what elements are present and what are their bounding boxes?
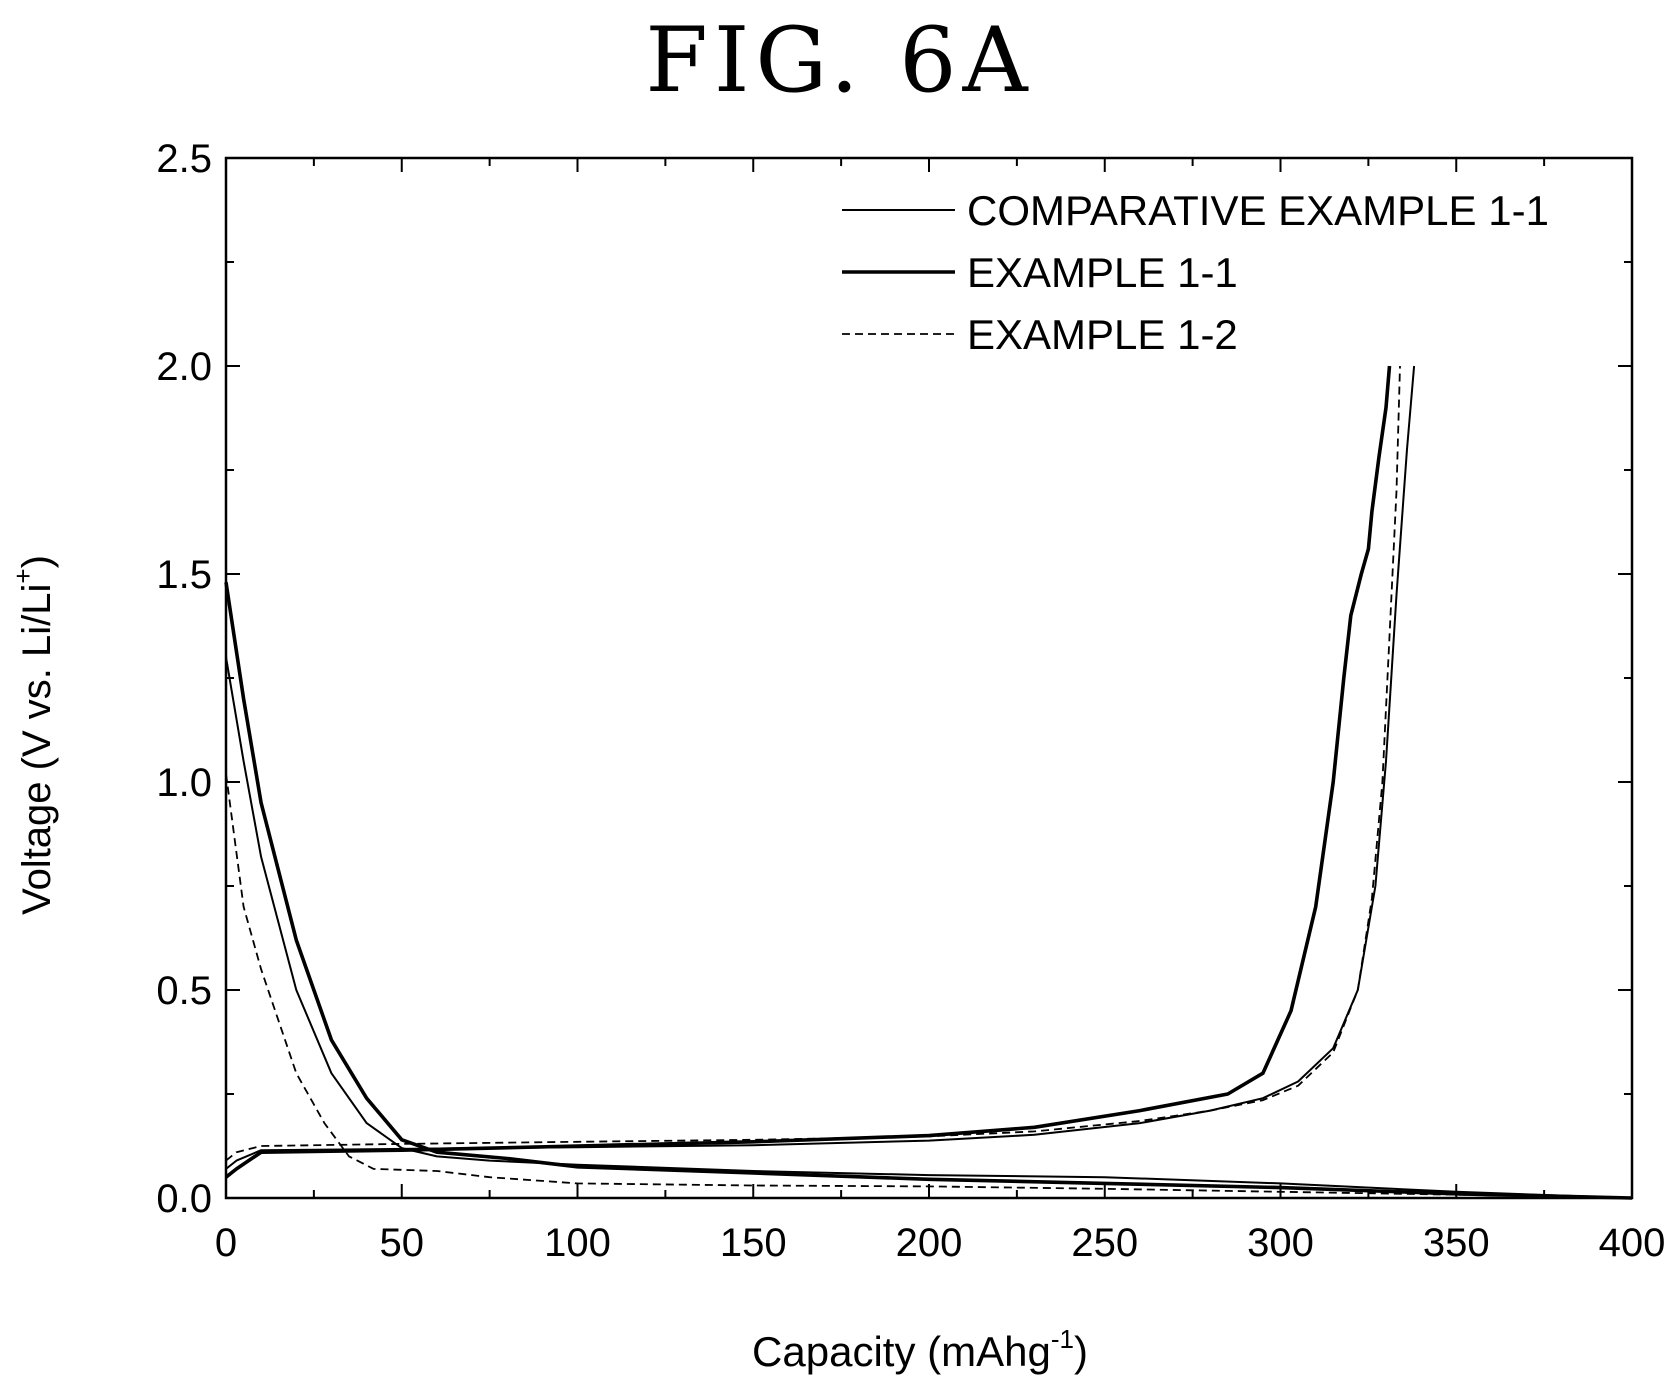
- discharge-curve-2: [224, 582, 1633, 1200]
- legend-label-3: EXAMPLE 1-2: [967, 311, 1238, 358]
- series-3: [225, 365, 1633, 1199]
- plot-border: [224, 156, 1634, 1200]
- x-tick-label: 350: [1423, 1221, 1490, 1265]
- discharge-curve-1: [225, 657, 1633, 1199]
- y-axis-label: Voltage (V vs. Li/Li+): [8, 555, 59, 915]
- x-tick-label: 100: [544, 1221, 611, 1265]
- x-tick-label: 0: [215, 1221, 237, 1265]
- y-tick-label: 0.0: [156, 1177, 212, 1221]
- series-layer: [224, 365, 1633, 1200]
- y-tick-label: 0.5: [156, 969, 212, 1013]
- plot-frame: [224, 156, 1634, 1200]
- x-tick-label: 50: [380, 1221, 425, 1265]
- series-1: [225, 365, 1633, 1199]
- charge-curve-3: [225, 365, 1401, 1162]
- x-axis-label-main: Capacity (mAhg: [752, 1328, 1051, 1375]
- charge-curve-2: [224, 365, 1392, 1179]
- discharge-curve-3: [225, 773, 1633, 1199]
- x-axis-label-tail: ): [1074, 1328, 1088, 1375]
- axis-ticks: 0 50 100 150 200 250 300 350 400 0.0 0.5 1.0 1.5 2.0 2…: [156, 137, 1665, 1265]
- x-tick-label: 400: [1599, 1221, 1666, 1265]
- y-axis-label-tail: ): [15, 555, 59, 568]
- legend-label-1: COMPARATIVE EXAMPLE 1-1: [967, 187, 1549, 234]
- y-tick-label: 2.5: [156, 137, 212, 181]
- y-tick-label: 1.5: [156, 553, 212, 597]
- figure-label: FIG. 6A: [645, 8, 1034, 113]
- x-tick-label: 200: [896, 1221, 963, 1265]
- series-2: [224, 365, 1633, 1200]
- x-tick-label: 150: [720, 1221, 787, 1265]
- charge-curve-1: [225, 365, 1416, 1170]
- x-axis-label-sup: -1: [1051, 1324, 1074, 1354]
- x-axis-label: Capacity (mAhg-1): [752, 1324, 1088, 1375]
- y-axis-label-main: Voltage (V vs. Li/Li: [15, 584, 59, 915]
- x-tick-label: 300: [1247, 1221, 1314, 1265]
- y-tick-label: 2.0: [156, 345, 212, 389]
- y-axis-label-sup: +: [8, 568, 38, 583]
- y-tick-label: 1.0: [156, 761, 212, 805]
- x-tick-label: 250: [1071, 1221, 1138, 1265]
- legend: COMPARATIVE EXAMPLE 1-1 EXAMPLE 1-1 EXAMPL…: [842, 187, 1549, 358]
- legend-label-2: EXAMPLE 1-1: [967, 249, 1238, 296]
